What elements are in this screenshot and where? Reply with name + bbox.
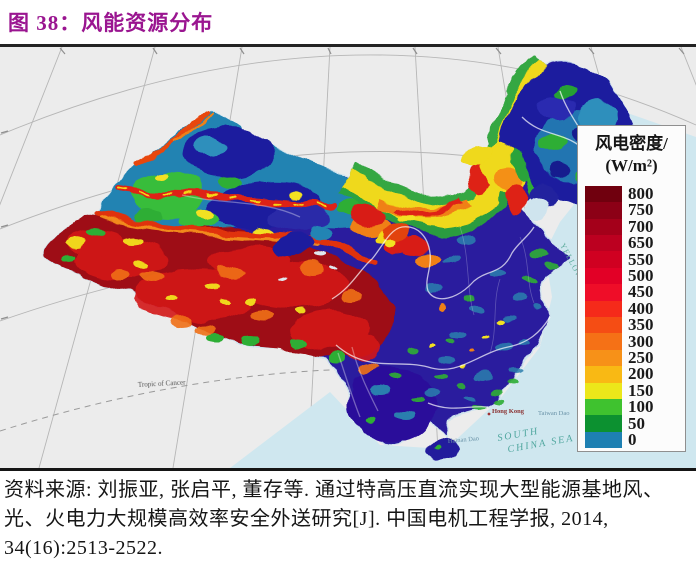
legend-value: 200 [628,364,654,384]
legend-swatch [585,398,622,416]
legend-value: 50 [628,413,645,433]
legend-value: 450 [628,282,654,302]
taiwan-label: Taiwan Dao [538,410,570,417]
legend-row: 50 [585,413,685,433]
hainan-island [426,440,460,460]
legend-row: 200 [585,364,685,384]
graticule-ticks [0,47,685,320]
region-yunnan [348,365,436,441]
region-northeast [498,62,635,221]
legend-swatch [585,366,622,383]
legend-value: 500 [628,266,654,286]
legend-value: 750 [628,200,654,220]
legend-row: 800 [585,184,685,204]
legend-row: 150 [585,380,685,400]
legend-swatch [585,349,622,367]
legend-row: 450 [585,282,685,302]
legend-swatch [585,333,622,350]
legend-row: 500 [585,266,685,286]
legend-value: 650 [628,233,654,253]
legend-swatch [585,185,622,203]
legend-row: 700 [585,216,685,236]
legend-row: 0 [585,429,685,449]
legend-value: 550 [628,249,654,269]
figure-caption: 图 38：风能资源分布 [8,11,214,35]
legend-title-line1: 风电密度/ [595,134,668,153]
region-xinjiang [94,108,390,265]
legend-value: 800 [628,184,654,204]
legend-row: 750 [585,200,685,220]
legend-title-line2: (W/m²) [605,156,658,176]
map-area: Tropic of Cancer YELLOW SEA SOUTH CHINA … [0,47,696,468]
hong-kong-label: Hong Kong [492,408,525,415]
tropic-label: Tropic of Cancer [138,378,187,389]
legend-row: 300 [585,331,685,351]
figure-header: 图 38：风能资源分布 [0,0,696,47]
legend-value: 700 [628,216,654,236]
legend-title: 风电密度/ (W/m²) [578,133,685,178]
hong-kong-dot [487,412,491,416]
legend-swatch [585,235,622,252]
legend-entries: 800 750 700 650 550 500 450 400 350 300 250 200 150 1… [585,184,685,449]
figure-footer: 资料来源: 刘振亚, 张启平, 董存等. 通过特高压直流实现大型能源基地风、光、… [0,468,696,576]
legend: 风电密度/ (W/m²) 800 750 700 650 550 500 450 400 350… [577,125,686,452]
legend-swatch [585,415,622,432]
legend-row: 650 [585,233,685,253]
legend-swatch [585,382,622,399]
region-tibet [44,209,394,375]
legend-swatch [585,218,622,236]
legend-value: 400 [628,298,654,318]
legend-row: 400 [585,298,685,318]
legend-value: 150 [628,380,654,400]
legend-value: 300 [628,331,654,351]
legend-swatch [585,317,622,334]
legend-value: 100 [628,397,654,417]
legend-row: 100 [585,397,685,417]
legend-swatch [585,300,622,317]
legend-swatch [585,251,622,268]
legend-value: 350 [628,315,654,335]
source-text: 资料来源: 刘振亚, 张启平, 董存等. 通过特高压直流实现大型能源基地风、光、… [4,479,664,559]
legend-swatch [585,202,622,219]
hainan-label: Hainan Dao [448,435,480,445]
legend-row: 250 [585,347,685,367]
legend-swatch [585,284,622,301]
legend-swatch [585,267,622,285]
legend-swatch [585,431,622,449]
legend-value: 250 [628,347,654,367]
legend-row: 550 [585,249,685,269]
legend-row: 350 [585,315,685,335]
legend-value: 0 [628,429,637,449]
